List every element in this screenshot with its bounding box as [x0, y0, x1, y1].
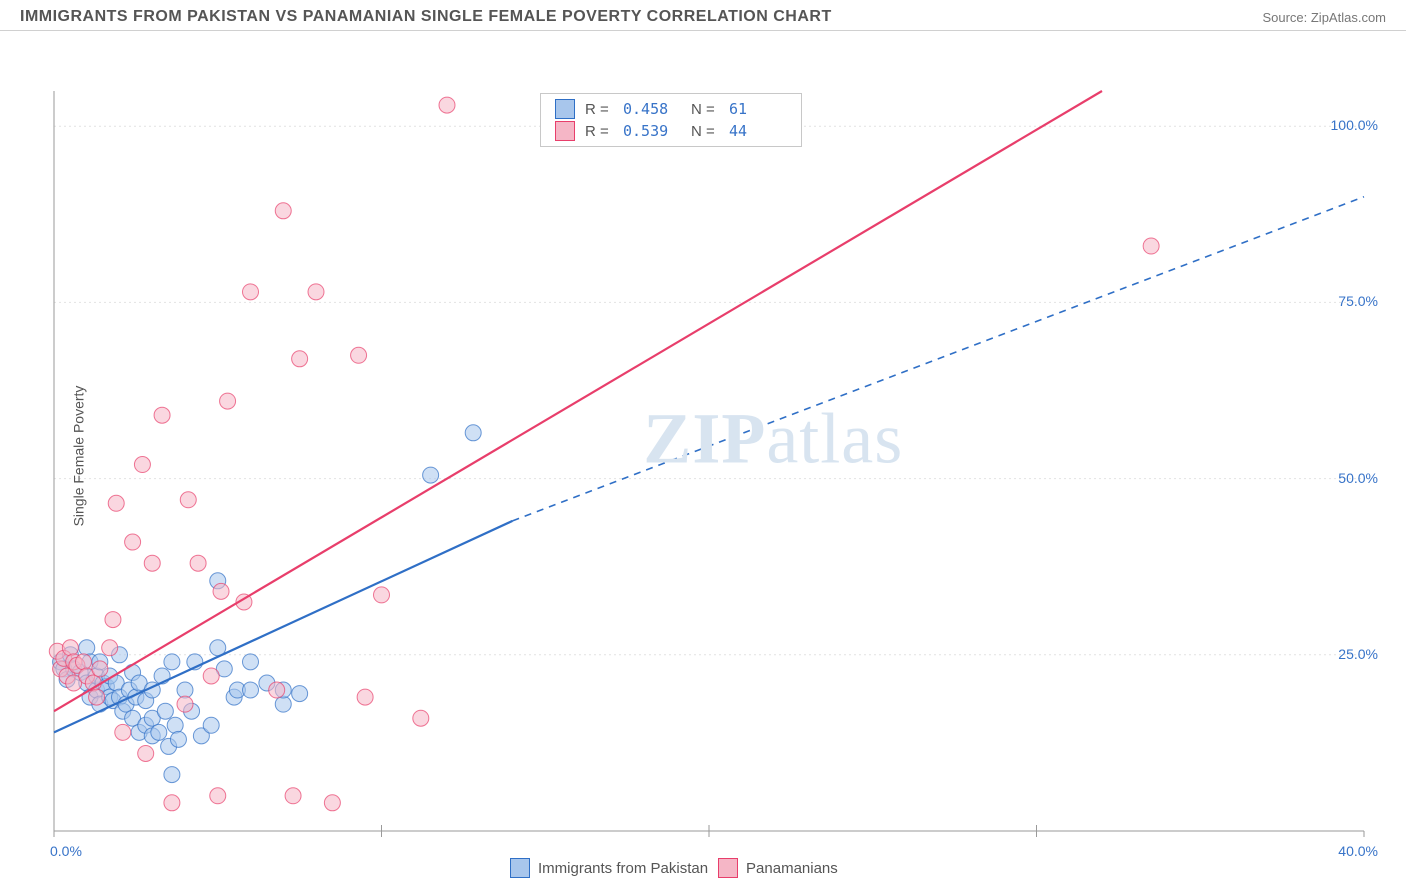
legend-row: R = 0.458 N = 61 [541, 98, 801, 120]
legend-r-value: 0.458 [623, 100, 681, 118]
scatter-plot [0, 31, 1406, 881]
data-point [203, 668, 219, 684]
data-point [62, 640, 78, 656]
data-point [423, 467, 439, 483]
data-point [92, 661, 108, 677]
data-point [164, 767, 180, 783]
legend-swatch [555, 121, 575, 141]
chart-area: Single Female Poverty ZIPatlas 25.0%50.0… [0, 31, 1406, 881]
data-point [203, 717, 219, 733]
data-point [151, 724, 167, 740]
y-tick-label: 100.0% [1331, 117, 1378, 133]
y-tick-label: 50.0% [1338, 470, 1378, 486]
data-point [324, 795, 340, 811]
data-point [79, 640, 95, 656]
data-point [243, 682, 259, 698]
data-point [75, 654, 91, 670]
legend-swatch [718, 858, 738, 878]
data-point [292, 686, 308, 702]
data-point [154, 407, 170, 423]
data-point [292, 351, 308, 367]
data-point [157, 703, 173, 719]
data-point [269, 682, 285, 698]
data-point [374, 587, 390, 603]
data-point [102, 640, 118, 656]
data-point [108, 495, 124, 511]
data-point [164, 654, 180, 670]
trend-line-extrapolated [513, 197, 1365, 521]
legend-row: R = 0.539 N = 44 [541, 120, 801, 142]
series-legend-item: Immigrants from Pakistan [510, 858, 708, 878]
y-tick-label: 75.0% [1338, 293, 1378, 309]
data-point [351, 347, 367, 363]
data-point [180, 492, 196, 508]
x-tick-label: 40.0% [1338, 843, 1378, 859]
data-point [285, 788, 301, 804]
trend-line [54, 91, 1102, 711]
legend-n-label: N = [691, 101, 719, 118]
data-point [190, 555, 206, 571]
data-point [275, 203, 291, 219]
data-point [170, 731, 186, 747]
legend-n-label: N = [691, 123, 719, 140]
data-point [210, 788, 226, 804]
chart-source: Source: ZipAtlas.com [1262, 10, 1386, 25]
chart-header: IMMIGRANTS FROM PAKISTAN VS PANAMANIAN S… [0, 0, 1406, 31]
data-point [167, 717, 183, 733]
correlation-legend: R = 0.458 N = 61 R = 0.539 N = 44 [540, 93, 802, 147]
data-point [89, 689, 105, 705]
data-point [105, 612, 121, 628]
data-point [1143, 238, 1159, 254]
legend-swatch [510, 858, 530, 878]
series-legend-item: Panamanians [718, 858, 838, 878]
series-name: Immigrants from Pakistan [538, 860, 708, 877]
data-point [308, 284, 324, 300]
legend-r-label: R = [585, 123, 613, 140]
legend-r-label: R = [585, 101, 613, 118]
series-legend: Immigrants from Pakistan Panamanians [510, 858, 838, 878]
data-point [243, 284, 259, 300]
data-point [243, 654, 259, 670]
data-point [220, 393, 236, 409]
data-point [213, 583, 229, 599]
data-point [164, 795, 180, 811]
legend-n-value: 61 [729, 100, 787, 118]
data-point [144, 555, 160, 571]
data-point [138, 745, 154, 761]
data-point [134, 457, 150, 473]
chart-title: IMMIGRANTS FROM PAKISTAN VS PANAMANIAN S… [20, 8, 832, 26]
x-tick-label: 0.0% [50, 843, 82, 859]
data-point [413, 710, 429, 726]
y-axis-label: Single Female Poverty [70, 386, 86, 527]
data-point [465, 425, 481, 441]
data-point [177, 696, 193, 712]
y-tick-label: 25.0% [1338, 646, 1378, 662]
data-point [357, 689, 373, 705]
legend-r-value: 0.539 [623, 122, 681, 140]
data-point [125, 534, 141, 550]
legend-n-value: 44 [729, 122, 787, 140]
data-point [439, 97, 455, 113]
series-name: Panamanians [746, 860, 838, 877]
legend-swatch [555, 99, 575, 119]
data-point [115, 724, 131, 740]
